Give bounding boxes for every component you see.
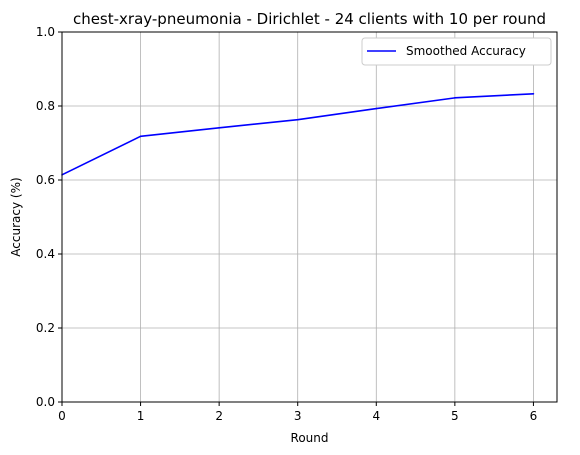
legend-box	[361, 37, 552, 66]
legend: Smoothed Accuracy	[361, 37, 552, 66]
series-layer	[61, 92, 535, 176]
x-tick-label: 2	[215, 409, 223, 423]
y-tick-label: 0.8	[36, 99, 55, 113]
chart-title: chest-xray-pneumonia - Dirichlet - 24 cl…	[73, 10, 546, 28]
data-point	[218, 127, 220, 129]
y-tick-label: 0.0	[36, 395, 55, 409]
data-point	[454, 97, 456, 99]
plot-frame	[61, 31, 558, 403]
grid	[61, 31, 557, 403]
data-point	[139, 135, 142, 138]
data-point	[532, 92, 535, 95]
y-tick-label: 0.6	[36, 173, 55, 187]
y-tick-label: 0.2	[36, 321, 55, 335]
data-point	[375, 107, 378, 110]
x-tick-label: 6	[530, 409, 538, 423]
y-axis-label: Accuracy (%)	[9, 177, 23, 256]
x-axis: 0 1 2 3 4 5 6	[58, 402, 537, 423]
x-axis-label: Round	[291, 431, 329, 445]
y-tick-label: 1.0	[36, 25, 55, 39]
x-tick-label: 1	[137, 409, 145, 423]
x-tick-label: 0	[58, 409, 66, 423]
x-tick-label: 3	[294, 409, 302, 423]
x-tick-label: 5	[451, 409, 459, 423]
x-tick-label: 4	[372, 409, 380, 423]
data-point	[296, 118, 299, 121]
y-tick-label: 0.4	[36, 247, 55, 261]
legend-label: Smoothed Accuracy	[406, 44, 526, 58]
y-axis: 0.0 0.2 0.4 0.6 0.8 1.0	[36, 25, 62, 409]
